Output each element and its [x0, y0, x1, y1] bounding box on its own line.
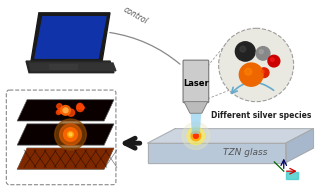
Circle shape: [77, 103, 83, 109]
Polygon shape: [17, 124, 114, 145]
Circle shape: [240, 46, 246, 52]
Circle shape: [239, 63, 263, 86]
Circle shape: [67, 132, 73, 137]
Polygon shape: [191, 113, 201, 134]
Circle shape: [60, 124, 82, 145]
Polygon shape: [31, 13, 110, 61]
Polygon shape: [17, 148, 114, 169]
Bar: [286, 172, 298, 179]
Circle shape: [81, 106, 84, 109]
Circle shape: [244, 68, 252, 75]
Polygon shape: [147, 129, 313, 143]
Circle shape: [61, 105, 70, 115]
Polygon shape: [26, 61, 114, 73]
Circle shape: [61, 109, 65, 112]
Circle shape: [191, 131, 201, 141]
Circle shape: [55, 119, 86, 150]
Polygon shape: [17, 100, 114, 121]
Circle shape: [58, 108, 64, 113]
Circle shape: [219, 28, 294, 102]
Circle shape: [56, 110, 61, 115]
Circle shape: [64, 128, 77, 141]
Polygon shape: [286, 129, 313, 163]
Circle shape: [268, 55, 280, 67]
Circle shape: [67, 109, 75, 116]
Polygon shape: [17, 148, 114, 169]
Text: TZN glass: TZN glass: [223, 148, 268, 157]
Polygon shape: [147, 143, 286, 163]
Circle shape: [182, 122, 210, 149]
Circle shape: [256, 47, 270, 60]
Circle shape: [259, 68, 269, 77]
Circle shape: [187, 127, 205, 145]
Circle shape: [271, 58, 274, 61]
Bar: [49, 64, 77, 69]
Circle shape: [69, 133, 72, 136]
Circle shape: [63, 108, 68, 113]
Circle shape: [261, 70, 264, 73]
Polygon shape: [35, 17, 106, 58]
Text: Laser: Laser: [183, 79, 209, 88]
Text: control: control: [122, 5, 149, 26]
Polygon shape: [184, 102, 208, 113]
Circle shape: [77, 105, 84, 112]
Circle shape: [57, 104, 62, 109]
Circle shape: [259, 50, 263, 54]
Text: Different silver species: Different silver species: [211, 111, 311, 120]
Circle shape: [193, 134, 198, 138]
Polygon shape: [29, 63, 116, 71]
Circle shape: [235, 42, 255, 61]
FancyBboxPatch shape: [183, 60, 209, 103]
